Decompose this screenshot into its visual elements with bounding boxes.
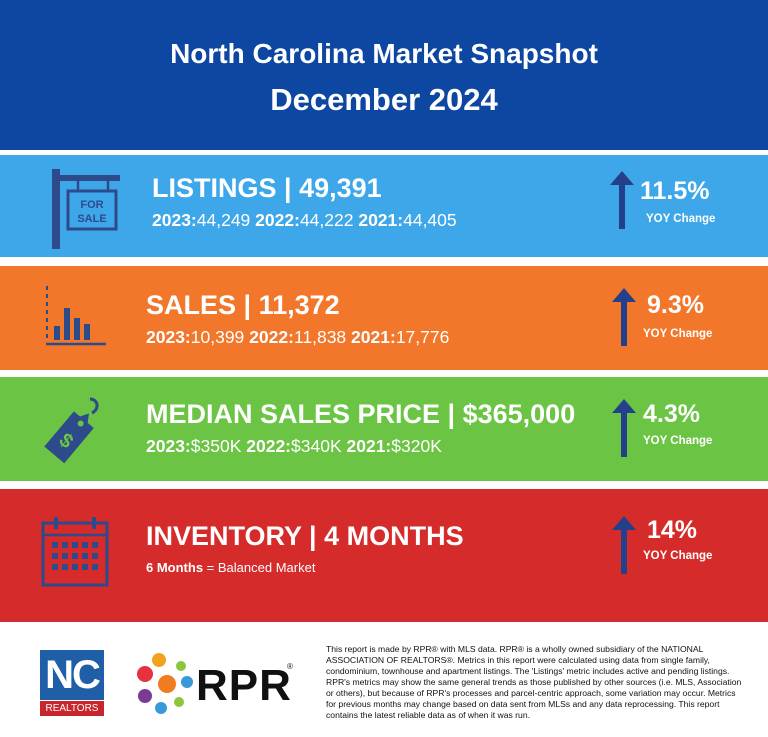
median-price-history: 2023:$350K 2022:$340K 2021:$320K	[146, 436, 442, 456]
median-price-panel: $ MEDIAN SALES PRICE | $365,000 2023:$35…	[0, 377, 768, 481]
disclaimer-text: This report is made by RPR® with MLS dat…	[326, 644, 742, 720]
median-price-title: MEDIAN SALES PRICE | $365,000	[146, 399, 576, 429]
header-banner: North Carolina Market Snapshot December …	[0, 0, 768, 150]
sales-title: SALES | 11,372	[146, 290, 340, 320]
median-price-yoy-change: 4.3%	[643, 400, 700, 428]
listings-title: LISTINGS | 49,391	[152, 173, 382, 203]
svg-text:SALE: SALE	[77, 213, 106, 225]
listings-yoy-label: YOY Change	[646, 213, 716, 225]
svg-text:FOR: FOR	[80, 199, 103, 211]
listings-history: 2023:44,249 2022:44,222 2021:44,405	[152, 210, 457, 230]
listings-panel: FOR SALE LISTINGS | 49,391 2023:44,249 2…	[0, 155, 768, 257]
inventory-yoy-label: YOY Change	[643, 550, 713, 562]
bar-chart-icon	[46, 286, 106, 346]
report-period: December 2024	[270, 82, 498, 117]
rpr-logo-mark	[137, 653, 193, 714]
calendar-icon	[41, 517, 109, 587]
sales-yoy-change: 9.3%	[647, 291, 704, 319]
sales-yoy-label: YOY Change	[643, 328, 713, 340]
rpr-registered-mark: ®	[287, 662, 293, 671]
balanced-market-note: 6 Months = Balanced Market	[146, 560, 316, 575]
for-sale-sign-icon: FOR SALE	[52, 169, 120, 249]
arrow-up-icon	[612, 288, 636, 346]
median-price-yoy-label: YOY Change	[643, 435, 713, 447]
sales-panel: SALES | 11,372 2023:10,399 2022:11,838 2…	[0, 266, 768, 370]
inventory-panel: INVENTORY | 4 MONTHS 6 Months = Balanced…	[0, 489, 768, 622]
arrow-up-icon	[612, 516, 636, 574]
arrow-up-icon	[612, 399, 636, 457]
listings-yoy-change: 11.5%	[640, 177, 710, 205]
rpr-logo-text: RPR	[196, 661, 292, 710]
arrow-up-icon	[610, 171, 634, 229]
page-title: North Carolina Market Snapshot	[170, 38, 598, 69]
sales-history: 2023:10,399 2022:11,838 2021:17,776	[146, 327, 450, 347]
nc-realtors-logo: NC REALTORS	[40, 650, 104, 716]
inventory-title: INVENTORY | 4 MONTHS	[146, 521, 464, 551]
price-tag-icon: $	[44, 397, 99, 464]
inventory-yoy-change: 14%	[647, 516, 698, 544]
